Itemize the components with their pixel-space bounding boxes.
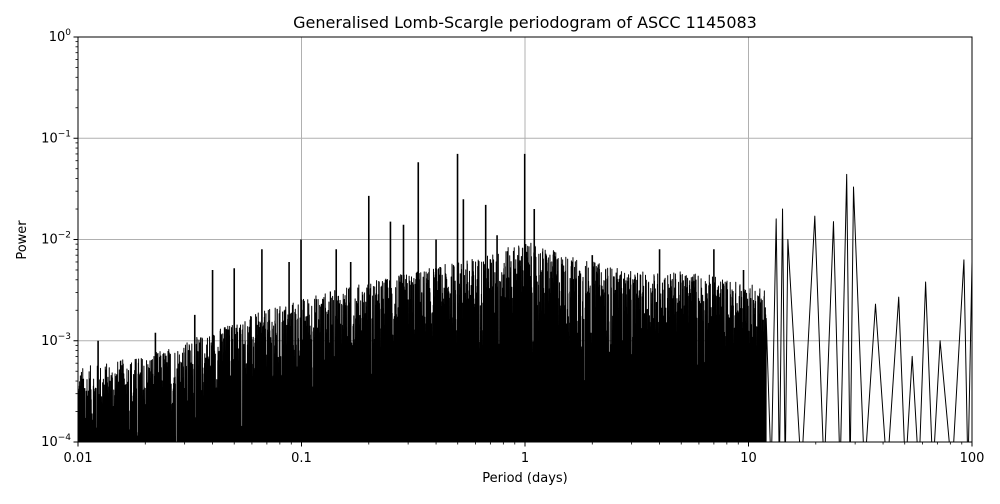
y-tick-base: 10 (41, 233, 58, 248)
y-tick-label: 10−3 (41, 332, 71, 349)
x-tick-label: 100 (960, 451, 985, 466)
y-tick-base: 10 (49, 30, 66, 45)
chart-title: Generalised Lomb-Scargle periodogram of … (293, 13, 757, 32)
y-tick-label: 10−4 (41, 433, 71, 450)
y-axis-label: Power (15, 220, 30, 260)
y-tick-exponent: −2 (58, 231, 71, 241)
periodogram-noise-line (78, 173, 972, 442)
y-tick-base: 10 (41, 131, 58, 146)
y-tick-label: 10−1 (41, 129, 71, 146)
y-tick-base: 10 (41, 435, 58, 450)
x-tick-label: 10 (740, 451, 757, 466)
y-tick-exponent: −1 (58, 129, 71, 139)
y-tick-exponent: 0 (65, 28, 71, 38)
y-tick-exponent: −3 (58, 332, 71, 342)
y-tick-base: 10 (41, 334, 58, 349)
y-tick-label: 10−2 (41, 231, 71, 248)
y-tick-exponent: −4 (58, 433, 72, 443)
y-tick-label: 100 (49, 28, 72, 45)
x-axis-label: Period (days) (482, 471, 568, 486)
x-tick-label: 0.1 (291, 451, 312, 466)
data-layer (78, 153, 972, 442)
x-tick-label: 1 (521, 451, 529, 466)
x-tick-label: 0.01 (64, 451, 93, 466)
